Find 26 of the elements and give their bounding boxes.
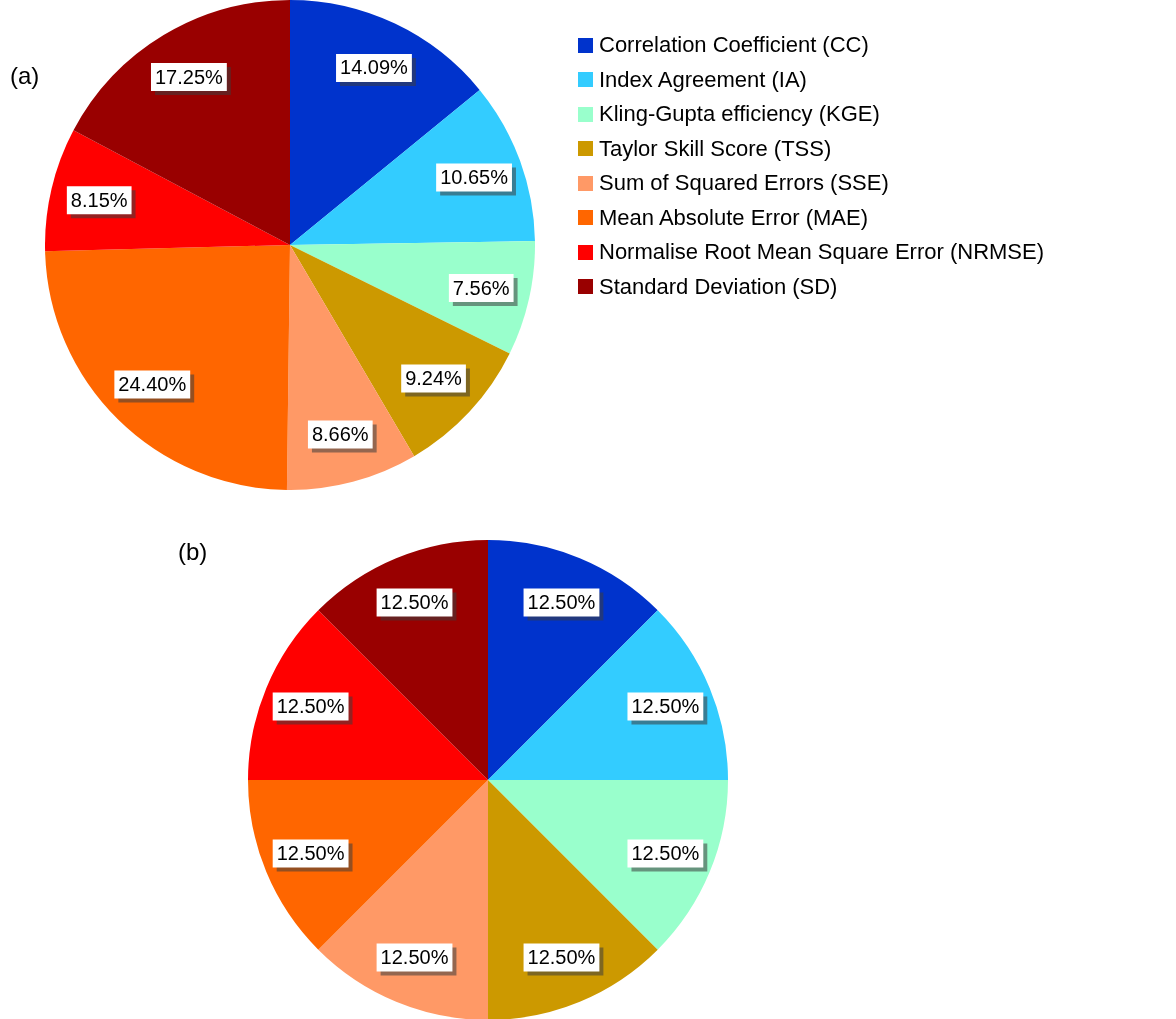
data-label: 12.50% (276, 841, 345, 864)
data-label: 12.50% (631, 695, 700, 718)
data-label: 7.56% (452, 276, 510, 299)
data-label: 12.50% (631, 841, 700, 864)
data-label: 10.65% (440, 166, 509, 189)
data-label: 12.50% (276, 695, 345, 718)
legend-label: Taylor Skill Score (TSS) (599, 135, 832, 162)
legend-label: Standard Deviation (SD) (599, 273, 838, 300)
data-label: 12.50% (527, 591, 596, 614)
data-label: 12.50% (380, 591, 449, 614)
data-label: 12.50% (380, 945, 449, 968)
legend-label: Normalise Root Mean Square Error (NRMSE) (599, 239, 1045, 266)
data-label: 9.24% (405, 366, 463, 389)
data-label: 8.15% (70, 188, 128, 211)
data-label: 12.50% (527, 945, 596, 968)
legend-label: Sum of Squared Errors (SSE) (599, 170, 889, 197)
data-label: 17.25% (154, 65, 224, 88)
legend-label: Correlation Coefficient (CC) (599, 32, 869, 59)
legend-label: Kling-Gupta efficiency (KGE) (599, 101, 880, 128)
text: (a) (10, 62, 40, 90)
data-label: 8.66% (311, 422, 369, 445)
legend-label: Index Agreement (IA) (599, 66, 807, 93)
chart-title: (b) (178, 538, 208, 566)
data-label: 24.40% (118, 372, 187, 395)
legend-label: Mean Absolute Error (MAE) (599, 204, 868, 231)
data-label: 14.09% (340, 56, 409, 79)
